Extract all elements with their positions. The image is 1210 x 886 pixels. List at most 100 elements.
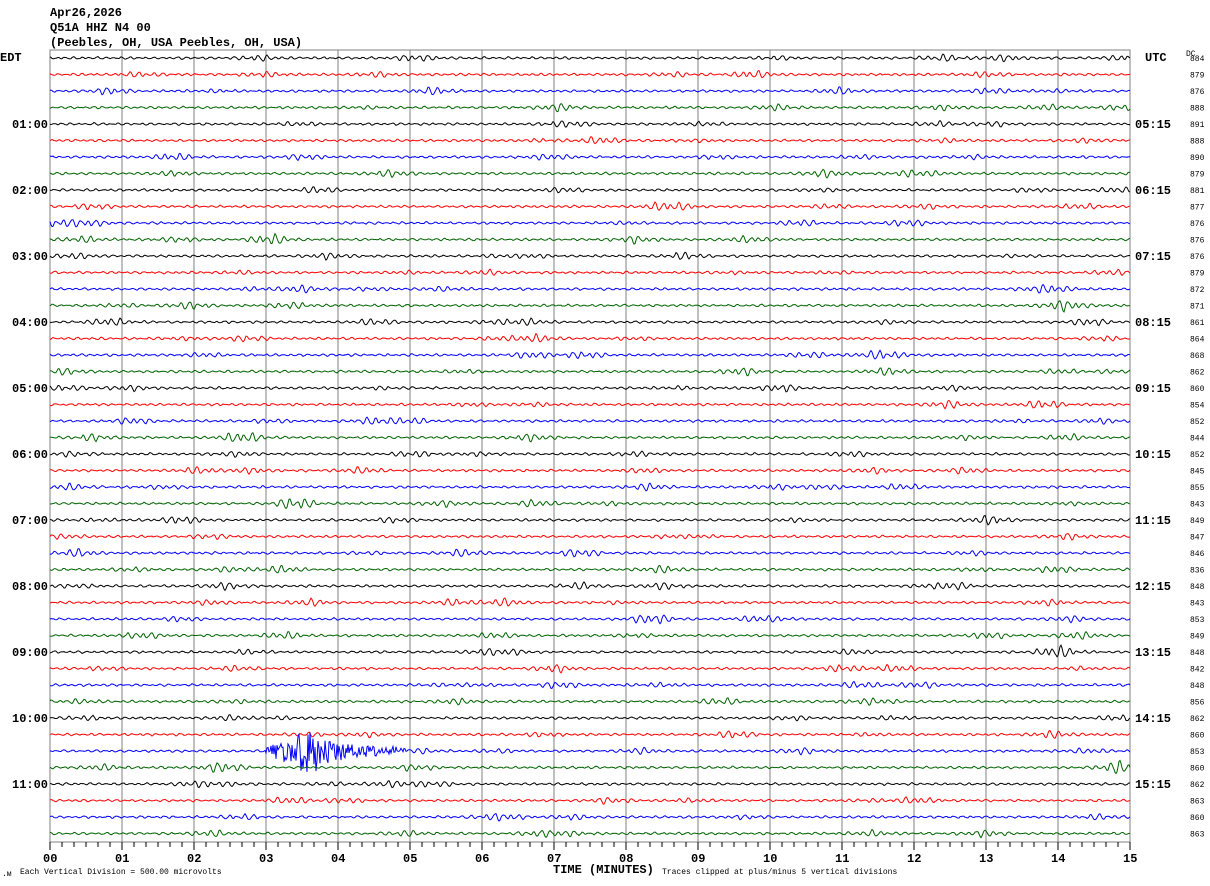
edt-hour-label: 02:00 — [12, 184, 48, 198]
trace-row-2 — [49, 86, 1131, 96]
dc-offset-label: 847 — [1190, 534, 1205, 543]
trace-row-10 — [49, 219, 1131, 228]
dc-offset-label: 853 — [1190, 748, 1205, 757]
utc-axis-title: UTC — [1145, 51, 1167, 65]
location-label: (Peebles, OH, USA Peebles, OH, USA) — [50, 36, 302, 50]
trace-row-36 — [49, 644, 1131, 658]
dc-offset-label: 864 — [1190, 336, 1205, 345]
dc-offset-label: 860 — [1190, 732, 1205, 741]
dc-offset-label: 876 — [1190, 253, 1205, 262]
utc-hour-label: 06:15 — [1135, 184, 1171, 198]
trace-row-0 — [49, 53, 1131, 63]
trace-row-44 — [49, 780, 1131, 789]
dc-offset-label: 881 — [1190, 187, 1205, 196]
trace-row-13 — [49, 268, 1131, 277]
x-tick-label: 09 — [691, 852, 705, 866]
x-tick-label: 00 — [43, 852, 57, 866]
x-tick-label: 11 — [835, 852, 849, 866]
trace-row-15 — [49, 300, 1131, 313]
trace-row-37 — [49, 663, 1131, 674]
dc-offset-label: 843 — [1190, 501, 1205, 510]
x-tick-label: 14 — [1051, 852, 1065, 866]
trace-row-11 — [49, 232, 1131, 245]
dc-offset-label: 860 — [1190, 765, 1205, 774]
row-labels: 884 879 876 888 891 01:00 05:15 888 890 879 881 02:… — [12, 55, 1205, 840]
dc-offset-label: 855 — [1190, 484, 1205, 493]
trace-row-41 — [49, 730, 1131, 739]
dc-offset-label: 863 — [1190, 831, 1205, 840]
trace-row-27 — [50, 498, 1131, 510]
edt-hour-label: 11:00 — [12, 778, 48, 792]
trace-row-47 — [49, 828, 1131, 839]
edt-hour-label: 04:00 — [12, 316, 48, 330]
edt-hour-label: 09:00 — [12, 646, 48, 660]
dc-offset-label: 876 — [1190, 220, 1205, 229]
trace-row-6 — [49, 152, 1131, 162]
dc-offset-label: 879 — [1190, 171, 1205, 180]
dc-offset-label: 862 — [1190, 781, 1205, 790]
trace-row-18 — [49, 349, 1131, 360]
utc-hour-label: 13:15 — [1135, 646, 1171, 660]
traces — [49, 53, 1131, 839]
dc-offset-label: 862 — [1190, 715, 1205, 724]
dc-offset-label: 842 — [1190, 666, 1205, 675]
x-tick-label: 15 — [1123, 852, 1137, 866]
edt-hour-label: 10:00 — [12, 712, 48, 726]
edt-hour-label: 08:00 — [12, 580, 48, 594]
trace-row-22 — [49, 416, 1131, 425]
edt-hour-label: 03:00 — [12, 250, 48, 264]
dc-offset-label: 888 — [1190, 105, 1205, 114]
dc-offset-label: 848 — [1190, 649, 1205, 658]
x-tick-label: 04 — [331, 852, 345, 866]
edt-hour-label: 07:00 — [12, 514, 48, 528]
grid — [49, 49, 1131, 843]
x-tick-label: 13 — [979, 852, 993, 866]
utc-hour-label: 07:15 — [1135, 250, 1171, 264]
x-tick-label: 05 — [403, 852, 417, 866]
dc-offset-label: 871 — [1190, 303, 1205, 312]
edt-hour-label: 01:00 — [12, 118, 48, 132]
trace-row-25 — [49, 466, 1131, 476]
logo-mark: .м — [2, 870, 12, 879]
trace-row-21 — [49, 399, 1131, 410]
dc-offset-label: 890 — [1190, 154, 1205, 163]
trace-row-34 — [49, 614, 1131, 625]
trace-row-31 — [49, 564, 1131, 574]
trace-row-24 — [49, 450, 1131, 458]
trace-row-35 — [49, 630, 1131, 640]
trace-row-19 — [49, 367, 1131, 377]
dc-offset-label: 836 — [1190, 567, 1205, 576]
trace-row-20 — [49, 384, 1131, 393]
dc-offset-label: 891 — [1190, 121, 1205, 130]
trace-row-9 — [50, 201, 1131, 212]
edt-hour-label: 06:00 — [12, 448, 48, 462]
x-tick-label: 02 — [187, 852, 201, 866]
edt-axis-title: EDT — [0, 51, 22, 65]
trace-row-14 — [49, 283, 1131, 294]
dc-offset-label: 879 — [1190, 72, 1205, 81]
x-tick-label: 12 — [907, 852, 921, 866]
trace-row-3 — [49, 102, 1131, 113]
dc-offset-label: 856 — [1190, 699, 1205, 708]
edt-hour-label: 05:00 — [12, 382, 48, 396]
dc-offset-label: 863 — [1190, 798, 1205, 807]
trace-row-12 — [49, 251, 1131, 261]
dc-offset-label: 852 — [1190, 418, 1205, 427]
trace-row-16 — [49, 317, 1131, 327]
dc-offset-label: 876 — [1190, 88, 1205, 97]
dc-offset-label: 844 — [1190, 435, 1205, 444]
trace-row-29 — [49, 533, 1131, 541]
trace-row-45 — [49, 796, 1131, 805]
x-tick-label: 01 — [115, 852, 129, 866]
dc-offset-label: 846 — [1190, 550, 1205, 559]
trace-row-43 — [49, 759, 1131, 775]
trace-row-39 — [49, 697, 1130, 706]
x-tick-label: 10 — [763, 852, 777, 866]
utc-hour-label: 11:15 — [1135, 514, 1171, 528]
dc-offset-label: 884 — [1190, 55, 1205, 64]
dc-offset-label: 853 — [1190, 616, 1205, 625]
trace-row-30 — [49, 548, 1131, 558]
x-axis: 00 01 02 03 04 05 06 07 08 09 10 11 12 13 14 15 — [43, 842, 1137, 866]
dc-offset-label: 860 — [1190, 385, 1205, 394]
plot-frame — [49, 49, 1131, 843]
